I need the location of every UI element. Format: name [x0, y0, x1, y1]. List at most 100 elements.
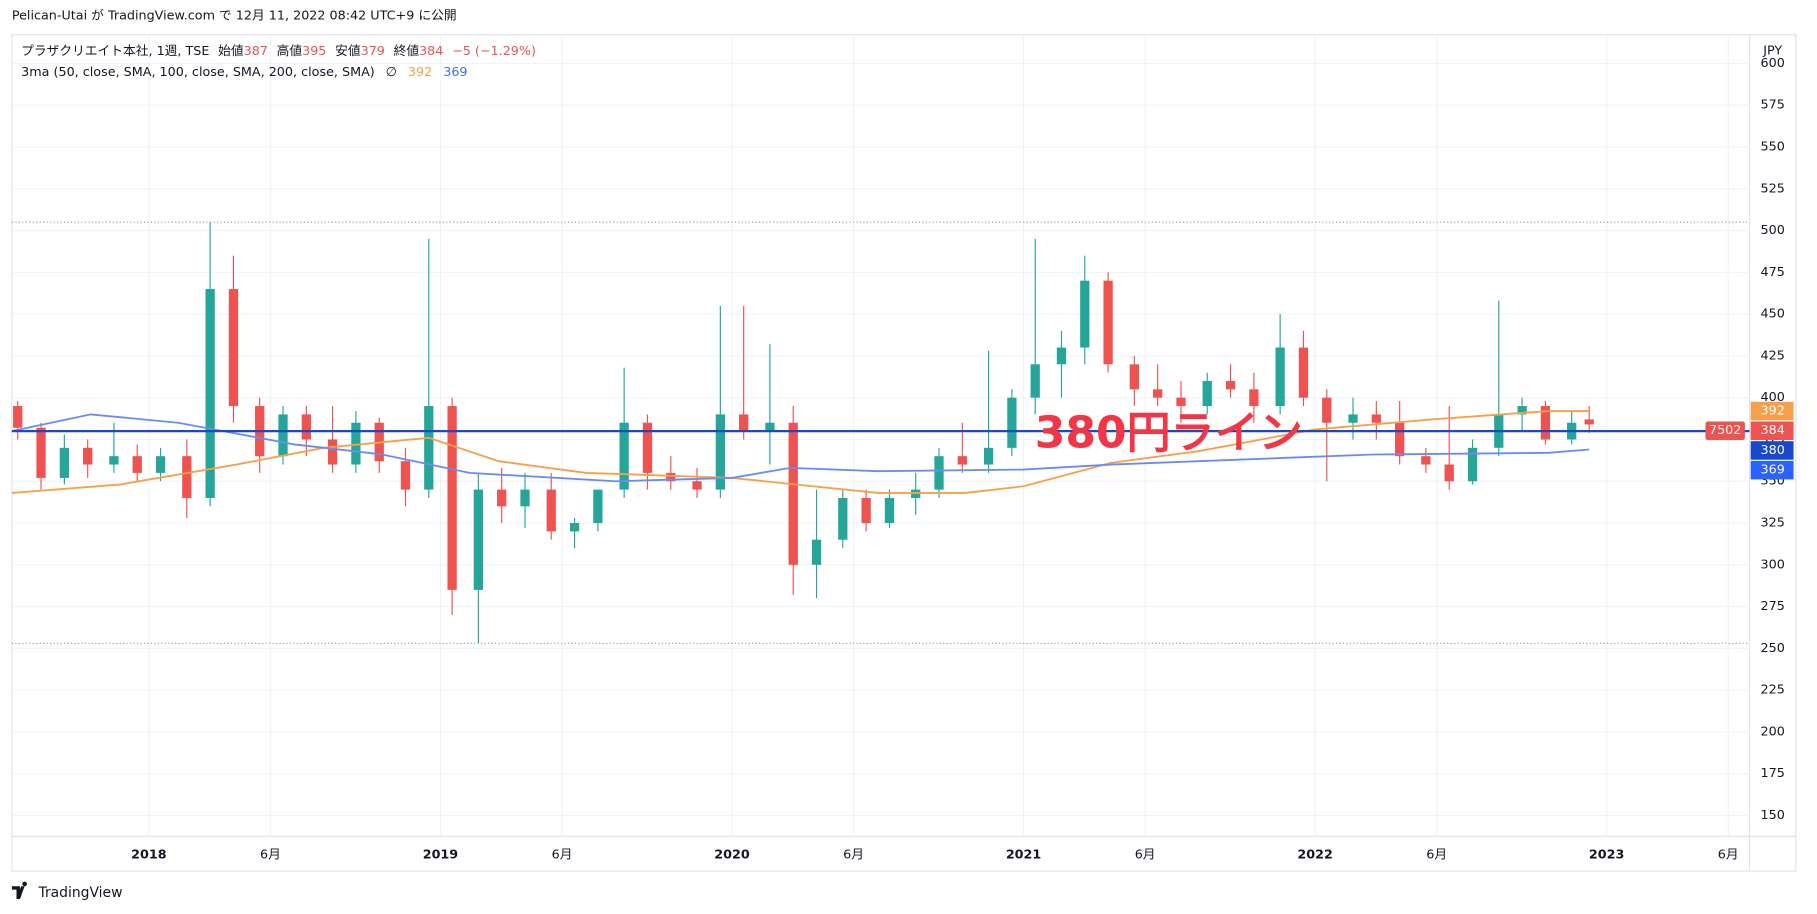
candle-body: [838, 497, 848, 540]
candle-body: [765, 422, 775, 432]
candle-body: [473, 489, 483, 590]
candle-body: [327, 439, 338, 465]
x-tick-label: 6月: [1135, 847, 1156, 862]
grid: 1501752002252502753003253503754004254504…: [11, 34, 1785, 862]
y-tick-label: 250: [1761, 641, 1785, 656]
candle-body: [1517, 406, 1527, 415]
candle-body: [36, 427, 46, 478]
high-label: 高値: [277, 42, 303, 58]
candle-body: [1322, 397, 1332, 423]
y-tick-label: 525: [1761, 181, 1785, 196]
price-tag-label: 392: [1761, 404, 1785, 419]
x-tick-label: 2023: [1589, 847, 1624, 862]
candle-body: [1007, 397, 1017, 448]
candle-body: [182, 456, 192, 498]
x-tick-label: 2019: [423, 847, 459, 862]
candle-body: [666, 472, 676, 482]
candle-body: [957, 456, 967, 465]
x-tick-label: 6月: [260, 847, 281, 862]
x-tick-label: 6月: [843, 847, 864, 862]
indicator: 3ma (50, close, SMA, 100, close, SMA, 20…: [21, 64, 375, 79]
candle-body: [400, 461, 411, 490]
candle-body: [593, 489, 603, 524]
x-tick-label: 6月: [1426, 847, 1447, 862]
candle-body: [739, 414, 749, 432]
open-label: 始値: [218, 42, 244, 58]
candle-body: [424, 406, 434, 490]
candle-body: [278, 414, 288, 457]
close-value: 384: [419, 43, 443, 58]
close-label: 終値: [394, 42, 420, 58]
low-label: 安値: [335, 42, 361, 58]
y-tick-label: 600: [1761, 56, 1785, 71]
y-tick-label: 475: [1761, 265, 1785, 280]
x-tick-label: 2020: [714, 847, 750, 862]
y-tick-label: 450: [1761, 307, 1785, 322]
ma-value: 369: [443, 64, 467, 79]
y-tick-label: 575: [1761, 98, 1785, 113]
candle-body: [546, 489, 556, 532]
y-tick-label: 400: [1761, 390, 1785, 405]
candle-body: [1371, 414, 1381, 423]
candle-body: [1103, 280, 1113, 365]
candle-body: [934, 456, 944, 490]
marks: [11, 221, 1750, 644]
price-tag: [1750, 441, 1794, 460]
y-tick-label: 425: [1761, 348, 1785, 363]
candle-body: [1225, 380, 1236, 390]
symbol-tag-label: 7502: [1709, 423, 1741, 438]
y-tick-label: 275: [1761, 599, 1785, 614]
candle-body: [1584, 419, 1594, 425]
logo-icon: [11, 881, 27, 899]
candle-body: [1249, 389, 1259, 407]
candle-body: [811, 539, 822, 565]
x-tick-label: 2021: [1006, 847, 1041, 862]
change: −5 (−1.29%): [452, 43, 536, 58]
x-tick-label: 6月: [552, 847, 573, 862]
candle-body: [1395, 422, 1405, 457]
y-tick-label: 300: [1761, 557, 1785, 572]
moving-average: [11, 410, 1590, 494]
y-tick-label: 150: [1761, 808, 1785, 823]
candle-body: [1080, 280, 1090, 348]
candle-body: [109, 456, 119, 465]
price-tags: 392 384 7502 380 369: [1705, 401, 1794, 480]
open-value: 387: [244, 43, 268, 58]
symbol: プラザクリエイト本社, 1週, TSE: [21, 42, 209, 58]
low-value: 379: [361, 43, 385, 58]
x-tick-label: 2018: [131, 847, 167, 862]
candle-body: [1153, 389, 1163, 398]
candle-body: [447, 406, 457, 590]
candle-body: [642, 422, 653, 473]
y-tick-label: 200: [1761, 724, 1785, 739]
candle-body: [1467, 447, 1478, 482]
annotation: 380円ライン: [1035, 408, 1303, 459]
candle-body: [1030, 364, 1040, 398]
candle-body: [520, 489, 530, 507]
candle-body: [1421, 456, 1431, 465]
candle-body: [351, 422, 361, 465]
price-tag: [1750, 401, 1794, 421]
candle-body: [497, 489, 507, 507]
currency: JPY: [1762, 43, 1782, 58]
candle-body: [1298, 347, 1309, 398]
candle-body: [569, 523, 580, 532]
y-tick-label: 550: [1761, 139, 1785, 154]
candle-body: [132, 456, 142, 473]
x-tick-label: 6月: [1718, 847, 1739, 862]
legend-symbol: プラザクリエイト本社, 1週, TSE 始値387 高値395 安値379 終値…: [21, 42, 536, 58]
candle-body: [715, 414, 725, 490]
candle-body: [228, 289, 239, 407]
candle-body: [205, 289, 215, 498]
candle-body: [1348, 414, 1358, 423]
price-tag: [1750, 421, 1794, 441]
empty-value: ∅: [386, 64, 397, 79]
price-tag-label: 384: [1761, 423, 1785, 438]
chart-frame: [11, 34, 1797, 872]
price-tag: [1750, 460, 1794, 480]
candle-body: [861, 497, 871, 524]
candle-body: [301, 414, 311, 440]
candle-body: [1444, 464, 1454, 482]
